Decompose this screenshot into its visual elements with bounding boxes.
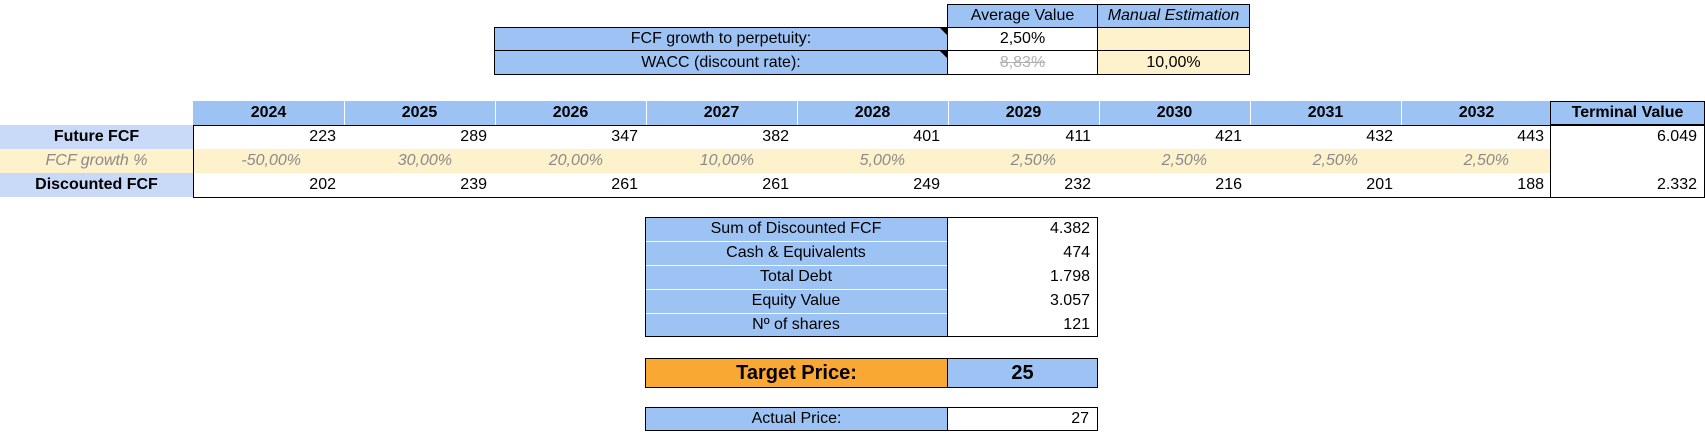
year-header: 2031 bbox=[1307, 104, 1344, 121]
summary-value: 3.057 bbox=[1049, 292, 1090, 309]
summary-value: 4.382 bbox=[1049, 220, 1090, 237]
target-price-label: Target Price: bbox=[645, 358, 948, 388]
actual-price-value: 27 bbox=[947, 407, 1098, 431]
discounted-fcf-cell: 201 bbox=[1366, 176, 1393, 193]
fcf-growth-cell: 2,50% bbox=[1312, 152, 1358, 169]
fcf-growth-label: FCF growth % bbox=[0, 149, 193, 173]
future-fcf-cell: 223 bbox=[309, 128, 336, 145]
fcf-growth-cell: 5,00% bbox=[859, 152, 905, 169]
fcf-growth-perpetuity-label: FCF growth to perpetuity: bbox=[494, 27, 948, 51]
wacc-manual-input[interactable]: 10,00% bbox=[1097, 50, 1250, 75]
summary-value: 121 bbox=[1063, 316, 1090, 333]
future-fcf-cell: 347 bbox=[611, 128, 638, 145]
year-header: 2032 bbox=[1458, 104, 1495, 121]
summary-label: Cash & Equivalents bbox=[726, 244, 866, 261]
discounted-fcf-cell: 202 bbox=[309, 176, 336, 193]
actual-price-label: Actual Price: bbox=[645, 407, 948, 431]
discounted-fcf-cell: 232 bbox=[1064, 176, 1091, 193]
discounted-fcf-cell: 216 bbox=[1215, 176, 1242, 193]
discounted-fcf-cell: 261 bbox=[611, 176, 638, 193]
fcf-growth-cell: 20,00% bbox=[548, 152, 603, 169]
year-header: 2027 bbox=[703, 104, 740, 121]
future-fcf-label: Future FCF bbox=[0, 125, 193, 149]
summary-values-column bbox=[947, 217, 1098, 337]
discounted-fcf-cell: 249 bbox=[913, 176, 940, 193]
summary-label: Nº of shares bbox=[752, 316, 840, 333]
future-fcf-cell: 382 bbox=[762, 128, 789, 145]
year-header: 2026 bbox=[552, 104, 589, 121]
summary-value: 474 bbox=[1063, 244, 1090, 261]
fcf-growth-manual-input[interactable] bbox=[1097, 27, 1250, 51]
average-value-header: Average Value bbox=[947, 4, 1098, 28]
discounted-fcf-cell: 261 bbox=[762, 176, 789, 193]
discounted-fcf-cell: 188 bbox=[1517, 176, 1544, 193]
discounted-fcf-cell: 239 bbox=[460, 176, 487, 193]
discounted-fcf-label: Discounted FCF bbox=[0, 173, 193, 197]
years-header-row bbox=[193, 101, 1551, 125]
future-fcf-cell: 411 bbox=[1065, 128, 1091, 145]
terminal-future-fcf: 6.049 bbox=[1656, 128, 1697, 145]
year-header: 2024 bbox=[250, 104, 287, 121]
summary-label: Total Debt bbox=[759, 268, 833, 285]
year-header: 2030 bbox=[1156, 104, 1193, 121]
future-fcf-cell: 401 bbox=[913, 128, 940, 145]
summary-label: Equity Value bbox=[751, 292, 841, 309]
wacc-average-value: 8,83% bbox=[947, 50, 1098, 75]
fcf-growth-row bbox=[193, 149, 1551, 173]
future-fcf-cell: 432 bbox=[1366, 128, 1393, 145]
future-fcf-cell: 421 bbox=[1215, 128, 1242, 145]
fcf-growth-cell: 10,00% bbox=[699, 152, 754, 169]
wacc-label: WACC (discount rate): bbox=[494, 50, 948, 75]
summary-labels-column bbox=[645, 217, 948, 337]
fcf-growth-cell: 30,00% bbox=[397, 152, 452, 169]
fcf-growth-average-value: 2,50% bbox=[947, 27, 1098, 51]
year-header: 2028 bbox=[854, 104, 891, 121]
fcf-growth-cell: 2,50% bbox=[1463, 152, 1509, 169]
year-header: 2029 bbox=[1005, 104, 1042, 121]
future-fcf-cell: 443 bbox=[1517, 128, 1544, 145]
manual-estimation-header: Manual Estimation bbox=[1097, 4, 1250, 28]
terminal-value-header: Terminal Value bbox=[1550, 101, 1705, 125]
fcf-growth-cell: 2,50% bbox=[1161, 152, 1207, 169]
wacc-average-text: 8,83% bbox=[999, 53, 1046, 71]
fcf-growth-cell: -50,00% bbox=[241, 152, 301, 169]
fcf-growth-cell: 2,50% bbox=[1010, 152, 1056, 169]
discounted-fcf-row bbox=[193, 173, 1551, 197]
year-header: 2025 bbox=[401, 104, 438, 121]
future-fcf-cell: 289 bbox=[460, 128, 487, 145]
summary-value: 1.798 bbox=[1049, 268, 1090, 285]
target-price-value: 25 bbox=[947, 358, 1098, 388]
summary-label: Sum of Discounted FCF bbox=[710, 220, 882, 237]
future-fcf-row bbox=[193, 125, 1551, 149]
terminal-discounted-fcf: 2.332 bbox=[1656, 176, 1697, 193]
